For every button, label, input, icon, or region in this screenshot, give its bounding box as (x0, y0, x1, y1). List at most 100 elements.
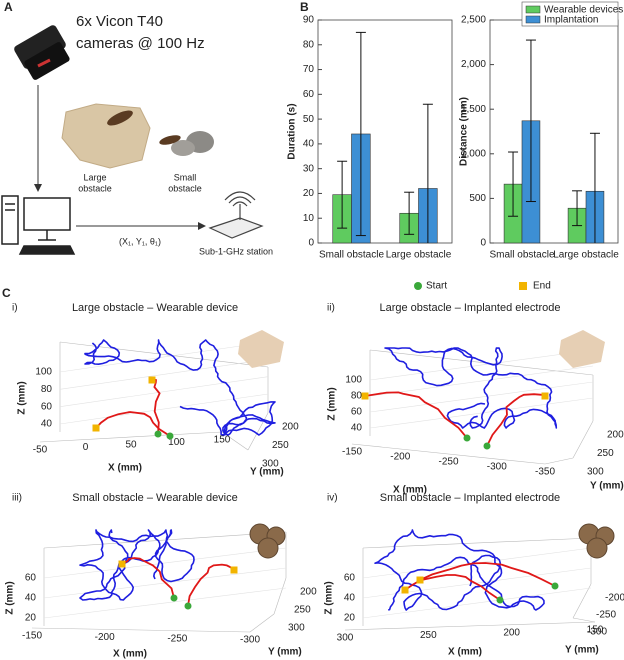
x-tick-label: Small obstacle (489, 250, 554, 261)
y-tick-label: 500 (469, 193, 486, 204)
z-tick-label: 60 (25, 573, 37, 584)
y-tick-label: 200 (282, 422, 299, 433)
z-tick-label: 60 (351, 407, 363, 418)
camera-icon (14, 25, 70, 80)
small-rock (159, 131, 214, 156)
z-tick-label: 40 (25, 593, 37, 604)
end-marker (416, 576, 424, 584)
axis-line (351, 443, 546, 465)
error-bar (404, 191, 415, 235)
start-marker (184, 602, 192, 610)
camera-text: cameras @ 100 Hz (76, 35, 205, 52)
x-axis-label: X (mm) (448, 647, 482, 658)
rock-image (257, 537, 279, 559)
x-tick-label: Small obstacle (319, 250, 384, 261)
trajectory-plot: iii) Small obstacle – Wearable device 60 40… (5, 492, 317, 660)
panel-label: C (2, 286, 11, 300)
x-tick-label: -300 (487, 462, 507, 473)
y-tick-label: 2,500 (461, 15, 486, 26)
y-tick-label: -300 (587, 627, 607, 638)
z-axis-label: Z (mm) (5, 581, 16, 614)
x-tick-label: -250 (438, 457, 458, 468)
end-marker (118, 560, 126, 568)
y-tick-label: 300 (587, 467, 604, 478)
legend-swatch (525, 15, 541, 24)
z-tick-label: 100 (35, 367, 52, 378)
y-tick-label: 10 (303, 213, 315, 224)
legend-label: Implantation (544, 15, 598, 26)
y-tick-label: 20 (303, 188, 315, 199)
legend-label: End (533, 281, 551, 292)
x-axis-label: X (mm) (108, 463, 142, 474)
grid-line (59, 359, 269, 390)
x-axis-label: X (mm) (113, 649, 147, 660)
start-marker (166, 432, 174, 440)
x-tick-label: -250 (167, 633, 187, 644)
y-tick-label: 50 (303, 114, 315, 125)
success-path (419, 562, 556, 587)
y-tick-label: 1,000 (461, 148, 486, 159)
y-tick-label: 200 (300, 587, 317, 598)
z-tick-label: 100 (345, 375, 362, 386)
rock-image (586, 537, 608, 559)
y-axis-label: Y (mm) (590, 481, 624, 492)
error-bar (589, 132, 600, 243)
x-tick-label: -300 (240, 635, 260, 646)
y-tick-label: 90 (303, 15, 315, 26)
success-path (364, 391, 468, 439)
large-rock (61, 103, 151, 169)
start-marker (496, 596, 504, 604)
x-tick-label: 300 (337, 633, 354, 644)
axis-line (247, 412, 269, 451)
trajectory (384, 347, 558, 429)
y-axis-label: Y (mm) (250, 467, 284, 478)
plot-label: ii) (327, 303, 335, 314)
z-tick-label: 60 (344, 573, 356, 584)
start-marker (154, 430, 162, 438)
error-bar (572, 190, 583, 227)
panel-label: A (4, 0, 13, 14)
start-marker (170, 594, 178, 602)
grid-line (59, 376, 269, 407)
end-marker (148, 376, 156, 384)
error-bar (337, 160, 348, 229)
trajectory-plot: i) Large obstacle – Wearable device 100 80 6… (12, 302, 299, 478)
z-axis-label: Z (mm) (17, 381, 28, 414)
axis-line (43, 531, 287, 549)
grid-line (43, 547, 287, 579)
z-tick-label: 80 (41, 384, 53, 395)
station-icon (208, 191, 264, 239)
axis-line (249, 613, 275, 633)
success-path (187, 563, 235, 607)
trajectory-plot: ii) Large obstacle – Implanted electrode 1… (327, 302, 624, 496)
x-tick-label: -150 (342, 447, 362, 458)
axis-line (362, 537, 592, 549)
grid-line (59, 393, 269, 425)
y-tick-label: 0 (480, 238, 486, 249)
axis-line (344, 621, 596, 631)
start-swatch (414, 282, 422, 290)
end-marker (230, 566, 238, 574)
y-tick-label: 0 (308, 238, 314, 249)
legend-swatch (525, 5, 541, 14)
x-tick-label: -200 (95, 632, 115, 643)
y-tick-label: 2,000 (461, 59, 486, 70)
y-tick-label: 70 (303, 64, 315, 75)
end-swatch (519, 282, 527, 290)
error-bar (508, 151, 519, 217)
plot-title: Large obstacle – Wearable device (72, 302, 238, 314)
grid-line (369, 365, 594, 397)
x-axis-label: X (mm) (393, 485, 427, 496)
error-bar (422, 103, 433, 243)
error-bar (355, 31, 366, 237)
error-bar (525, 39, 536, 203)
y-tick-label: 30 (303, 163, 315, 174)
x-tick-label: Large obstacle (386, 250, 452, 261)
z-tick-label: 20 (344, 613, 356, 624)
x-tick-label: 50 (125, 440, 137, 451)
plot-label: iii) (12, 493, 22, 504)
trajectory (84, 339, 276, 436)
grid-line (369, 397, 594, 429)
x-tick-label: 0 (83, 442, 89, 453)
